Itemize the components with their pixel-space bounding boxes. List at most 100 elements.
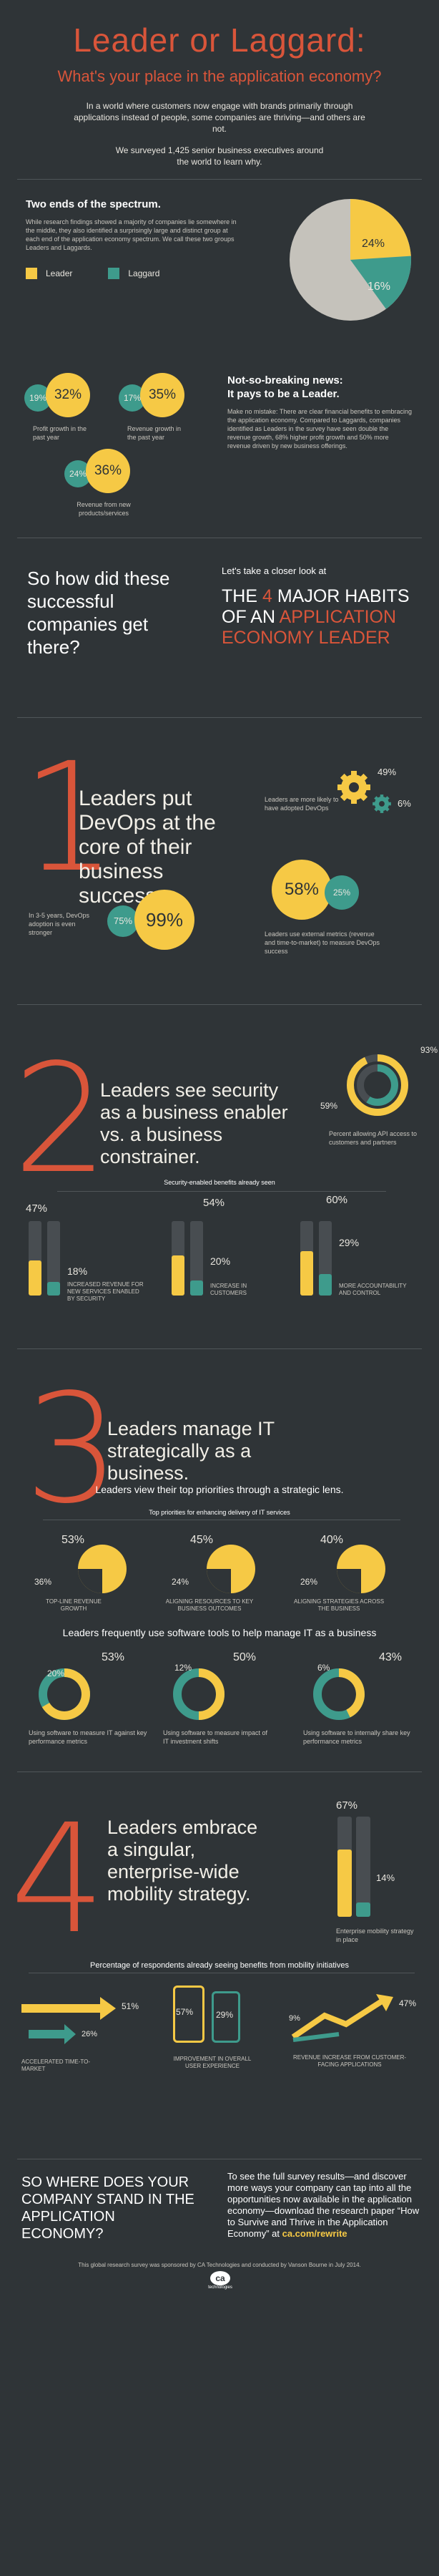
mobility-laggard-bar xyxy=(356,1902,370,1917)
stat-label: Revenue growth in the past year xyxy=(127,425,182,441)
ca-logo: ca technologies xyxy=(207,2271,233,2290)
how-lead-in: Let's take a closer look at xyxy=(222,565,327,576)
footer-section: SO WHERE DOES YOUR COMPANY STAND IN THE … xyxy=(0,2159,439,2293)
tool-leader-value: 43% xyxy=(379,1651,403,1663)
habit-number: 1 xyxy=(21,730,117,905)
tool-3: 6% 43% Using software to internally shar… xyxy=(303,1648,432,1756)
tool-2: 12% 50% Using software to measure impact… xyxy=(163,1648,292,1756)
benefit-leader-value: 57% xyxy=(176,2007,194,2017)
how-four: 4 xyxy=(262,586,272,606)
gear-icon xyxy=(373,794,391,813)
habit-4-section: 4 Leaders embrace a singular, enterprise… xyxy=(0,1772,439,2159)
devops-leader-value: 49% xyxy=(378,767,397,777)
bar-leader xyxy=(172,1255,184,1296)
survey-text: We surveyed 1,425 senior business execut… xyxy=(115,145,324,167)
priority-leader-value: 40% xyxy=(320,1534,344,1546)
priorities-title: Top priorities for enhancing delivery of… xyxy=(149,1509,290,1516)
tool-donut xyxy=(39,1668,90,1720)
stat-label: Revenue from new products/services xyxy=(77,501,131,517)
bar-track xyxy=(29,1221,41,1296)
bar-leader xyxy=(29,1260,41,1296)
pie-leader-slice xyxy=(350,199,411,260)
benefit-laggard-value: 29% xyxy=(216,2010,234,2020)
benefit-leader-value: 51% xyxy=(122,2001,139,2011)
mobility-leader-bar xyxy=(337,1850,352,1917)
priority-label: ALIGNING RESOURCES TO KEY BUSINESS OUTCO… xyxy=(165,1598,254,1612)
footer-question: SO WHERE DOES YOUR COMPANY STAND IN THE … xyxy=(21,2174,194,2242)
logo-sub: technologies xyxy=(208,2285,232,2290)
bar-laggard xyxy=(319,1273,332,1296)
mobility-benefit-2: 57% 29% IMPROVEMENT IN OVERALL USER EXPE… xyxy=(166,1981,280,2124)
habit-2-section: 2 Leaders see security as a business ena… xyxy=(0,1005,439,1348)
priority-label: ALIGNING STRATEGIES ACROSS THE BUSINESS xyxy=(293,1598,385,1612)
footer-credit: This global research survey was sponsore… xyxy=(78,2262,361,2268)
how-app: APPLICATION xyxy=(279,607,397,627)
priority-leader-value: 45% xyxy=(190,1534,214,1546)
ring-laggard xyxy=(357,1064,398,1106)
legend-leader: Leader xyxy=(46,268,73,278)
bar-track xyxy=(47,1221,60,1296)
spectrum-section: Two ends of the spectrum. While research… xyxy=(0,180,439,359)
mobility-benefit-1: 51% 26% ACCELERATED TIME-TO-MARKET xyxy=(21,1987,157,2130)
bar-track xyxy=(190,1221,203,1296)
habit-1-section: 1 Leaders put DevOps at the core of thei… xyxy=(0,718,439,1004)
api-leader-value: 93% xyxy=(420,1045,438,1055)
priority-1: 53% 36% TOP-LINE REVENUE GROWTH xyxy=(34,1530,156,1615)
intro-text: In a world where customers now engage wi… xyxy=(74,101,365,134)
habit-3-section: 3 Leaders manage IT strategically as a b… xyxy=(0,1349,439,1771)
page-title: Leader or Laggard: xyxy=(73,21,366,59)
benefit-label: IMPROVEMENT IN OVERALL USER EXPERIENCE xyxy=(173,2056,252,2069)
bar-track xyxy=(337,1817,352,1917)
devops-future-note: In 3-5 years, DevOps adoption is even st… xyxy=(29,912,90,936)
stat-leader-bubble: 36% xyxy=(86,449,130,493)
ring-leader xyxy=(347,1054,408,1116)
priority-pie xyxy=(337,1545,385,1593)
devops-future-laggard: 75% xyxy=(107,905,139,937)
pie-laggard-label: 16% xyxy=(368,281,390,293)
priority-3: 40% 26% ALIGNING STRATEGIES ACROSS THE B… xyxy=(289,1530,418,1615)
tool-label: Using software to internally share key p… xyxy=(303,1729,410,1745)
leader-swatch xyxy=(26,268,37,279)
benefit-label: ACCELERATED TIME-TO-MARKET xyxy=(21,2059,91,2072)
mobility-leader-value: 67% xyxy=(336,1799,358,1812)
trend-arrow-icon xyxy=(291,1994,393,2042)
bar-leader-value: 54% xyxy=(203,1197,225,1209)
benefit-laggard-value: 9% xyxy=(289,2014,300,2023)
habit-title: Leaders put DevOps at the core of their … xyxy=(79,787,216,908)
bar-track xyxy=(172,1221,184,1296)
priority-pie xyxy=(78,1545,127,1593)
footer-cta: To see the full survey results—and disco… xyxy=(227,2171,420,2239)
spectrum-title: Two ends of the spectrum. xyxy=(26,198,161,210)
laggard-swatch xyxy=(108,268,120,279)
tool-donut xyxy=(173,1668,225,1720)
footer-link[interactable]: ca.com/rewrite xyxy=(282,2228,347,2239)
how-question: So how did these successful companies ge… xyxy=(27,568,170,658)
pie-laggard-slice xyxy=(350,256,411,309)
divider xyxy=(17,1348,422,1349)
benefit-laggard-value: 26% xyxy=(82,2030,98,2038)
tool-laggard-value: 6% xyxy=(317,1663,330,1673)
mobility-benefits-title: Percentage of respondents already seeing… xyxy=(90,1961,349,1970)
metrics-laggard: 25% xyxy=(325,875,359,910)
security-benefit-2: 54% 20% INCREASE IN CUSTOMERS xyxy=(172,1197,293,1318)
stat-leader-bubble: 32% xyxy=(46,373,90,417)
priority-pie xyxy=(207,1545,255,1593)
spectrum-body: While research findings showed a majorit… xyxy=(26,218,237,251)
tool-leader-value: 50% xyxy=(233,1651,257,1663)
devops-note: Leaders are more likely to have adopted … xyxy=(265,796,339,812)
priority-laggard-value: 26% xyxy=(300,1577,318,1587)
header: Leader or Laggard: What's your place in … xyxy=(0,0,439,179)
habit-number: 2 xyxy=(13,1031,109,1207)
bar-laggard-value: 20% xyxy=(210,1255,231,1267)
news-section: 19% 32% Profit growth in the past year 1… xyxy=(0,359,439,538)
priority-laggard-value: 24% xyxy=(172,1577,189,1587)
security-benefit-1: 47% 18% INCREASED REVENUE FOR NEW SERVIC… xyxy=(26,1197,150,1318)
mobility-laggard-value: 14% xyxy=(376,1872,395,1883)
api-access-rings xyxy=(347,1054,408,1116)
how-eco: ECONOMY LEADER xyxy=(222,628,390,648)
gear-icon xyxy=(337,771,370,804)
tool-label: Using software to measure impact of IT i… xyxy=(163,1729,268,1745)
arrow-icon xyxy=(21,1997,116,2044)
bar-laggard xyxy=(47,1282,60,1296)
tool-leader-value: 53% xyxy=(102,1651,125,1663)
